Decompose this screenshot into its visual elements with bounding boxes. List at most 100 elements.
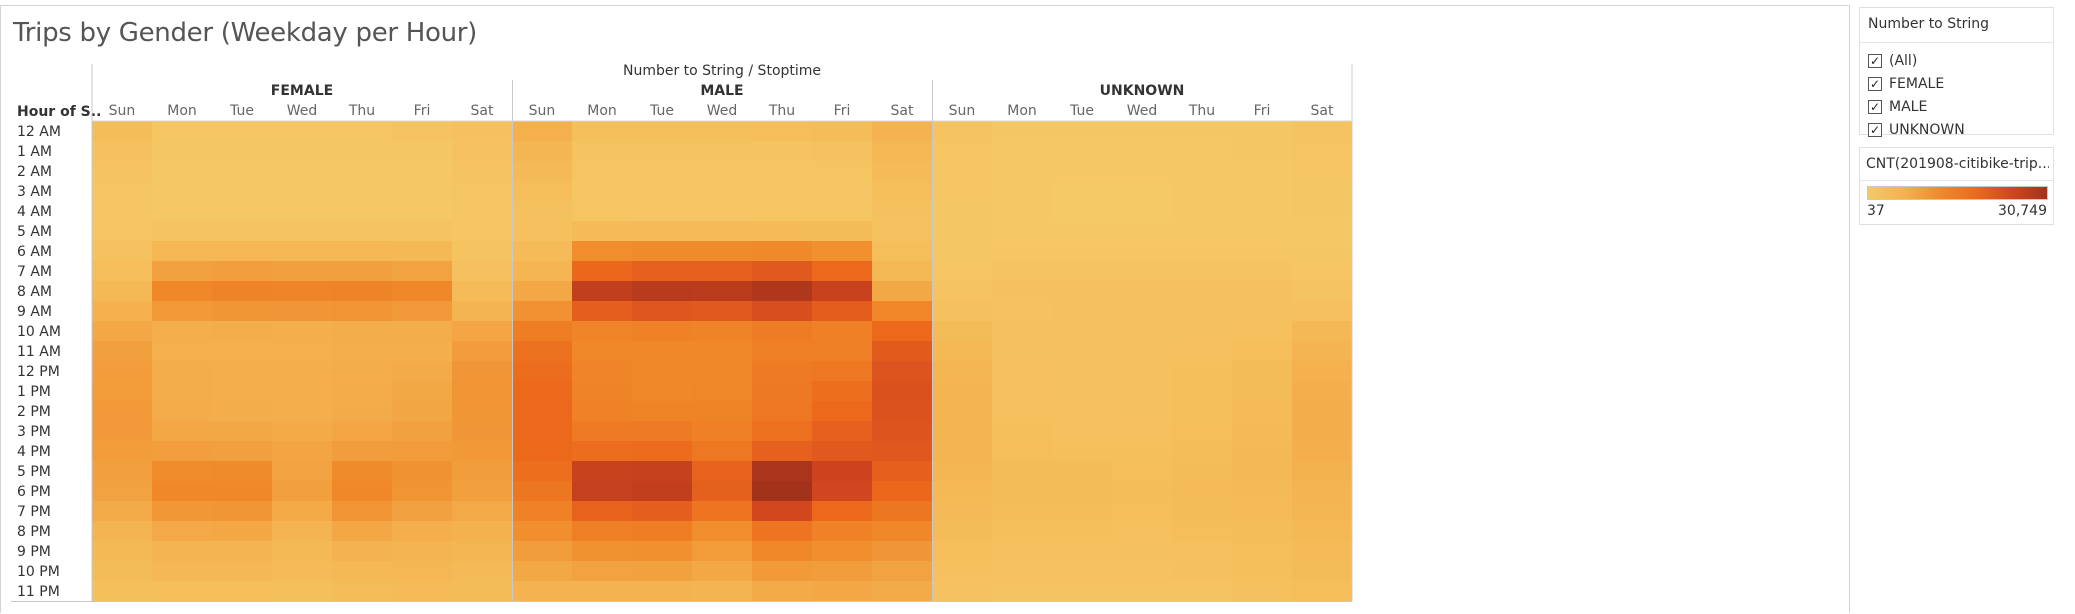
heatmap-cell xyxy=(812,441,873,462)
heatmap-cell xyxy=(452,201,513,222)
heatmap-cell xyxy=(392,421,453,442)
heatmap-cell xyxy=(272,581,333,602)
heatmap-cell xyxy=(872,241,933,262)
heatmap-cell xyxy=(1052,321,1113,342)
heatmap-cell xyxy=(932,361,993,382)
heatmap-cell xyxy=(272,481,333,502)
heatmap-cell xyxy=(1292,521,1353,542)
heatmap-cell xyxy=(392,121,453,142)
heatmap-cell xyxy=(452,521,513,542)
filter-item-male[interactable]: ✓ MALE xyxy=(1868,97,1927,117)
checkbox-male[interactable]: ✓ xyxy=(1868,100,1882,114)
heatmap-cell xyxy=(752,281,813,302)
heatmap-cell xyxy=(752,381,813,402)
heatmap-cell xyxy=(392,161,453,182)
heatmap-cell xyxy=(1232,121,1293,142)
heatmap-cell xyxy=(1292,561,1353,582)
heatmap-cell xyxy=(1052,221,1113,242)
heatmap-cell xyxy=(752,481,813,502)
checkbox-female[interactable]: ✓ xyxy=(1868,77,1882,91)
heatmap-cell xyxy=(992,381,1053,402)
heatmap-cell xyxy=(212,581,273,602)
heatmap-cell xyxy=(692,561,753,582)
heatmap-cell xyxy=(452,161,513,182)
heatmap-cell xyxy=(992,361,1053,382)
heatmap-cell xyxy=(1112,161,1173,182)
heatmap-cell xyxy=(1052,401,1113,422)
heatmap-cell xyxy=(752,321,813,342)
heatmap-cell xyxy=(1292,321,1353,342)
heatmap-cell xyxy=(572,321,633,342)
heatmap-cell xyxy=(812,281,873,302)
filter-label: (All) xyxy=(1889,53,1918,69)
checkbox-all[interactable]: ✓ xyxy=(1868,54,1882,68)
heatmap-cell xyxy=(1292,241,1353,262)
heatmap-cell xyxy=(452,401,513,422)
heatmap-cell xyxy=(572,181,633,202)
heatmap-cell xyxy=(932,281,993,302)
heatmap-cell xyxy=(992,421,1053,442)
heatmap-cell xyxy=(572,381,633,402)
heatmap-cell xyxy=(272,441,333,462)
heatmap-cell xyxy=(1172,341,1233,362)
heatmap-cell xyxy=(1292,361,1353,382)
checkbox-unknown[interactable]: ✓ xyxy=(1868,123,1882,137)
heatmap-cell xyxy=(1112,481,1173,502)
heatmap-cell xyxy=(932,341,993,362)
heatmap-cell xyxy=(752,561,813,582)
filter-item-female[interactable]: ✓ FEMALE xyxy=(1868,74,1944,94)
heatmap-cell xyxy=(872,121,933,142)
heatmap-cell xyxy=(332,441,393,462)
heatmap-cell xyxy=(392,521,453,542)
day-label: Thu xyxy=(1188,103,1215,119)
heatmap-cell xyxy=(1172,121,1233,142)
heatmap-cell xyxy=(1292,341,1353,362)
heatmap-cell xyxy=(92,441,153,462)
heatmap-cell xyxy=(332,161,393,182)
heatmap-cell xyxy=(1172,541,1233,562)
heatmap-cell xyxy=(152,401,213,422)
heatmap-cell xyxy=(1052,421,1113,442)
heatmap-cell xyxy=(632,361,693,382)
heatmap-cell xyxy=(1232,301,1293,322)
color-legend: CNT(201908-citibike-trip... 37 30,749 xyxy=(1859,147,2054,225)
filter-item-unknown[interactable]: ✓ UNKNOWN xyxy=(1868,120,1965,140)
heatmap-cell xyxy=(512,421,573,442)
hour-label: 8 PM xyxy=(17,524,51,540)
heatmap-cell xyxy=(1232,501,1293,522)
heatmap-cell xyxy=(212,141,273,162)
heatmap-cell xyxy=(992,141,1053,162)
hour-label: 3 AM xyxy=(17,184,52,200)
heatmap-cell xyxy=(332,541,393,562)
heatmap-cell xyxy=(932,201,993,222)
heatmap-cell xyxy=(92,421,153,442)
heatmap-cell xyxy=(272,501,333,522)
heatmap-cell xyxy=(272,321,333,342)
heatmap-cell xyxy=(272,381,333,402)
filter-item-all[interactable]: ✓ (All) xyxy=(1868,51,1917,71)
heatmap-cell xyxy=(1052,301,1113,322)
heatmap-cell xyxy=(452,181,513,202)
heatmap-cell xyxy=(272,461,333,482)
heatmap-cell xyxy=(1052,501,1113,522)
heatmap-cell xyxy=(212,481,273,502)
heatmap-cell xyxy=(152,361,213,382)
heatmap-cell xyxy=(932,421,993,442)
heatmap-cell xyxy=(1172,381,1233,402)
heatmap-cell xyxy=(632,121,693,142)
heatmap-cell xyxy=(872,221,933,242)
heatmap-cell xyxy=(992,121,1053,142)
day-label: Wed xyxy=(287,103,318,119)
heatmap-cell xyxy=(1232,261,1293,282)
heatmap-cell xyxy=(992,541,1053,562)
day-label: Sat xyxy=(891,103,914,119)
heatmap-cell xyxy=(332,261,393,282)
heatmap-cell xyxy=(1052,461,1113,482)
heatmap-cell xyxy=(212,201,273,222)
heatmap-cell xyxy=(1232,561,1293,582)
heatmap-cell xyxy=(992,241,1053,262)
heatmap-cell xyxy=(1052,521,1113,542)
heatmap-cell xyxy=(1292,121,1353,142)
heatmap-cell xyxy=(392,141,453,162)
heatmap-cell xyxy=(1232,401,1293,422)
